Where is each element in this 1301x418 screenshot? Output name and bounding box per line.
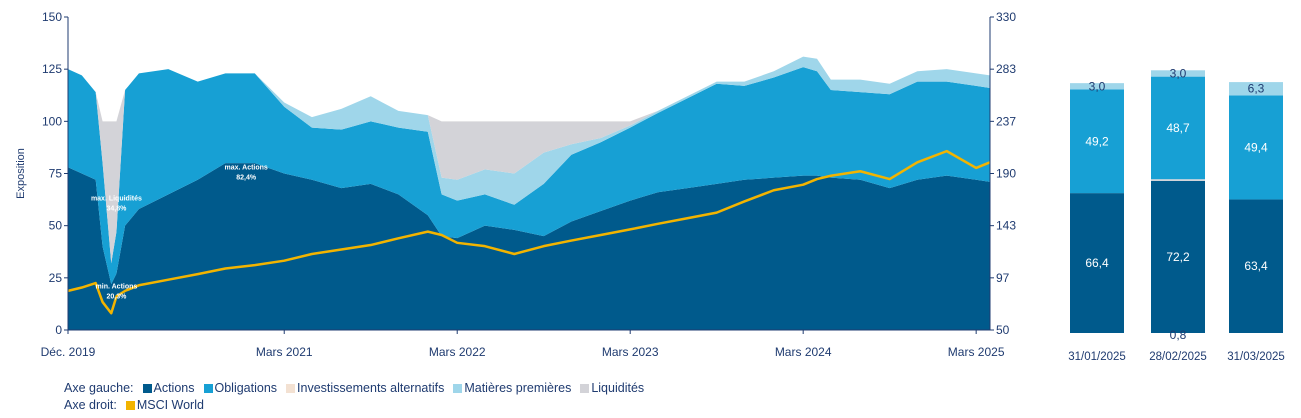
y-tick-label-right: 143 <box>996 219 1016 233</box>
legend-swatch-actions <box>142 383 152 393</box>
legend-right-axis: Axe droit: MSCI World <box>64 398 210 412</box>
y-tick-label-right: 283 <box>996 62 1016 76</box>
bar-segment-actions <box>1151 180 1205 333</box>
legend-left-title: Axe gauche: <box>64 381 134 395</box>
legend-right-title: Axe droit: <box>64 398 117 412</box>
y-tick-label-right: 330 <box>996 10 1016 24</box>
annotation-label: max. Actions <box>225 164 268 171</box>
y-tick-label-left: 75 <box>49 167 63 181</box>
annotation-label: max. Liquidités <box>91 196 142 203</box>
bar-segment-mati-res-premi-res <box>1151 70 1205 77</box>
x-tick-label: Mars 2023 <box>602 345 659 359</box>
legend-swatch-liquidites <box>580 383 590 393</box>
area-liquidit-s <box>68 56 990 264</box>
bar-category-label: 31/01/2025 <box>1068 351 1126 363</box>
bar-value-label: 48,7 <box>1166 121 1190 135</box>
line-msci-world <box>67 149 991 315</box>
bar-segment-actions <box>1070 193 1124 333</box>
bar-segment-mati-res-premi-res <box>1229 82 1283 96</box>
legend-item-alternatifs: Investissements alternatifs <box>297 381 445 395</box>
bar-value-label: 3,0 <box>1089 79 1106 93</box>
y-tick-label-left: 125 <box>42 62 62 76</box>
legend-left-axis: Axe gauche: Actions Obligations Investis… <box>64 381 650 395</box>
bar-value-label: 0,8 <box>1170 328 1187 342</box>
bar-value-label: 72,2 <box>1166 250 1190 264</box>
legend-swatch-obligations <box>203 383 213 393</box>
y-tick-label-left: 25 <box>49 271 63 285</box>
area-obligations <box>68 67 990 285</box>
legend-item-liquidites: Liquidités <box>591 381 645 395</box>
y-tick-label-right: 237 <box>996 114 1016 128</box>
x-tick-label: Déc. 2019 <box>41 345 96 359</box>
x-tick-label: Mars 2022 <box>429 345 486 359</box>
annotation-value: 34,8% <box>107 206 128 213</box>
y-tick-label-left: 100 <box>42 114 62 128</box>
exposure-area-chart: 0 25 50 75 100 125 150 50 97 143 190 237 283 330 Déc. … <box>15 10 1016 359</box>
bar-segment-actions <box>1229 199 1283 333</box>
x-tick-label: Mars 2025 <box>948 345 1005 359</box>
bar-value-label: 66,4 <box>1085 256 1109 270</box>
y-tick-label-right: 97 <box>996 271 1010 285</box>
annotation-value: 82,4% <box>236 174 257 181</box>
x-tick-label: Mars 2021 <box>256 345 313 359</box>
legend-item-obligations: Obligations <box>214 381 278 395</box>
annotation-label: min. Actions <box>96 283 138 290</box>
bar-segment-obligations <box>1151 76 1205 180</box>
y-tick-label-left: 150 <box>42 10 62 24</box>
y-axis-title: Exposition <box>15 148 27 199</box>
bar-value-label: 49,2 <box>1085 134 1109 148</box>
legend-item-actions: Actions <box>153 381 195 395</box>
bar-value-label: 6,3 <box>1248 82 1265 96</box>
monthly-stacked-bar-chart: 66,4 49,2 3,0 31/01/2025 72,2 0,8 48,7 3,0 28/02… <box>1068 66 1285 363</box>
legend-swatch-msci <box>125 400 135 410</box>
legend-item-msci: MSCI World <box>136 398 204 412</box>
bar-segment-mati-res-premi-res <box>1070 83 1124 90</box>
x-tick-label: Mars 2024 <box>775 345 832 359</box>
bar-segment-obligations <box>1070 89 1124 194</box>
y-tick-label-left: 50 <box>49 219 63 233</box>
area-actions <box>68 163 990 330</box>
bar-value-label: 3,0 <box>1170 66 1187 80</box>
bar-category-label: 28/02/2025 <box>1149 351 1207 363</box>
y-tick-label-right: 50 <box>996 323 1010 337</box>
legend-swatch-alternatifs <box>286 383 296 393</box>
bar-value-label: 49,4 <box>1244 140 1268 154</box>
y-tick-label-right: 190 <box>996 167 1016 181</box>
bar-segment-liquidit-s <box>1151 179 1205 181</box>
legend-swatch-matieres <box>453 383 463 393</box>
bar-value-label: 63,4 <box>1244 259 1268 273</box>
bar-category-label: 31/03/2025 <box>1227 351 1285 363</box>
bar-segment-obligations <box>1229 95 1283 200</box>
y-tick-label-left: 0 <box>55 323 62 337</box>
legend-item-matieres: Matières premières <box>464 381 572 395</box>
annotation-value: 20,3% <box>107 293 128 300</box>
